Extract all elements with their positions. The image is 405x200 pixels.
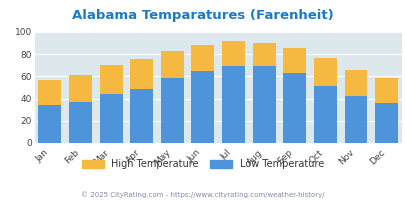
Bar: [344, 96, 367, 143]
Bar: [99, 65, 122, 94]
Bar: [191, 45, 214, 71]
Bar: [130, 89, 153, 143]
Bar: [222, 66, 244, 143]
Bar: [191, 71, 214, 143]
Bar: [69, 102, 92, 143]
Bar: [38, 80, 61, 105]
Bar: [374, 103, 397, 143]
Bar: [160, 78, 183, 143]
Text: © 2025 CityRating.com - https://www.cityrating.com/weather-history/: © 2025 CityRating.com - https://www.city…: [81, 191, 324, 198]
Bar: [130, 59, 153, 89]
Text: Alabama Temparatures (Farenheit): Alabama Temparatures (Farenheit): [72, 9, 333, 22]
Bar: [252, 66, 275, 143]
Bar: [344, 70, 367, 96]
Bar: [283, 73, 305, 143]
Bar: [374, 78, 397, 103]
Bar: [283, 48, 305, 73]
Bar: [222, 41, 244, 66]
Bar: [252, 43, 275, 66]
Bar: [38, 105, 61, 143]
Bar: [313, 58, 336, 86]
Bar: [99, 94, 122, 143]
Bar: [160, 51, 183, 78]
Bar: [69, 75, 92, 102]
Bar: [313, 86, 336, 143]
Legend: High Temperature, Low Temperature: High Temperature, Low Temperature: [79, 156, 326, 172]
